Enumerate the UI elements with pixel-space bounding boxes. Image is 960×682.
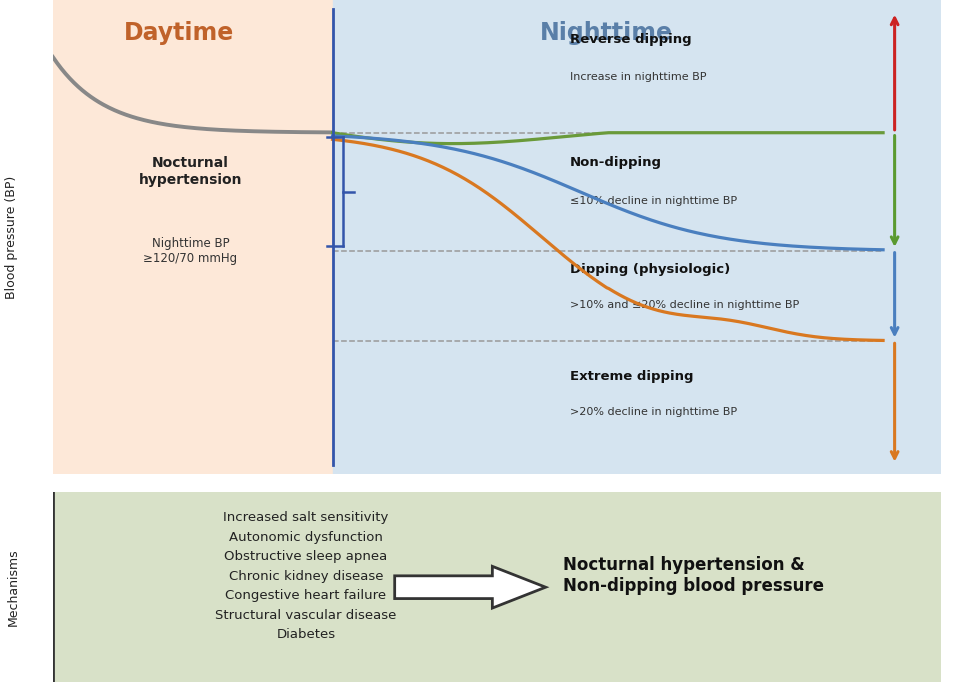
Bar bbox=[332, 0, 941, 474]
Text: Increase in nighttime BP: Increase in nighttime BP bbox=[569, 72, 707, 82]
Text: Nighttime BP
≥120/70 mmHg: Nighttime BP ≥120/70 mmHg bbox=[143, 237, 237, 265]
Text: Mechanisms: Mechanisms bbox=[7, 548, 20, 626]
Text: Dipping (physiologic): Dipping (physiologic) bbox=[569, 263, 730, 276]
Text: Extreme dipping: Extreme dipping bbox=[569, 370, 693, 383]
Text: Nocturnal hypertension &
Non-dipping blood pressure: Nocturnal hypertension & Non-dipping blo… bbox=[564, 557, 825, 595]
Text: >20% decline in nighttime BP: >20% decline in nighttime BP bbox=[569, 407, 736, 417]
Text: Nocturnal
hypertension: Nocturnal hypertension bbox=[138, 156, 242, 187]
Bar bbox=[53, 0, 332, 474]
Text: >10% and ≤20% decline in nighttime BP: >10% and ≤20% decline in nighttime BP bbox=[569, 299, 799, 310]
Text: Nighttime: Nighttime bbox=[540, 21, 673, 45]
Text: Non-dipping: Non-dipping bbox=[569, 156, 661, 169]
Text: Increased salt sensitivity
Autonomic dysfunction
Obstructive sleep apnea
Chronic: Increased salt sensitivity Autonomic dys… bbox=[215, 512, 396, 641]
Text: Blood pressure (BP): Blood pressure (BP) bbox=[5, 175, 18, 299]
Text: Reverse dipping: Reverse dipping bbox=[569, 33, 691, 46]
PathPatch shape bbox=[395, 566, 545, 608]
Text: Daytime: Daytime bbox=[124, 21, 234, 45]
Text: ≤10% decline in nighttime BP: ≤10% decline in nighttime BP bbox=[569, 196, 736, 206]
